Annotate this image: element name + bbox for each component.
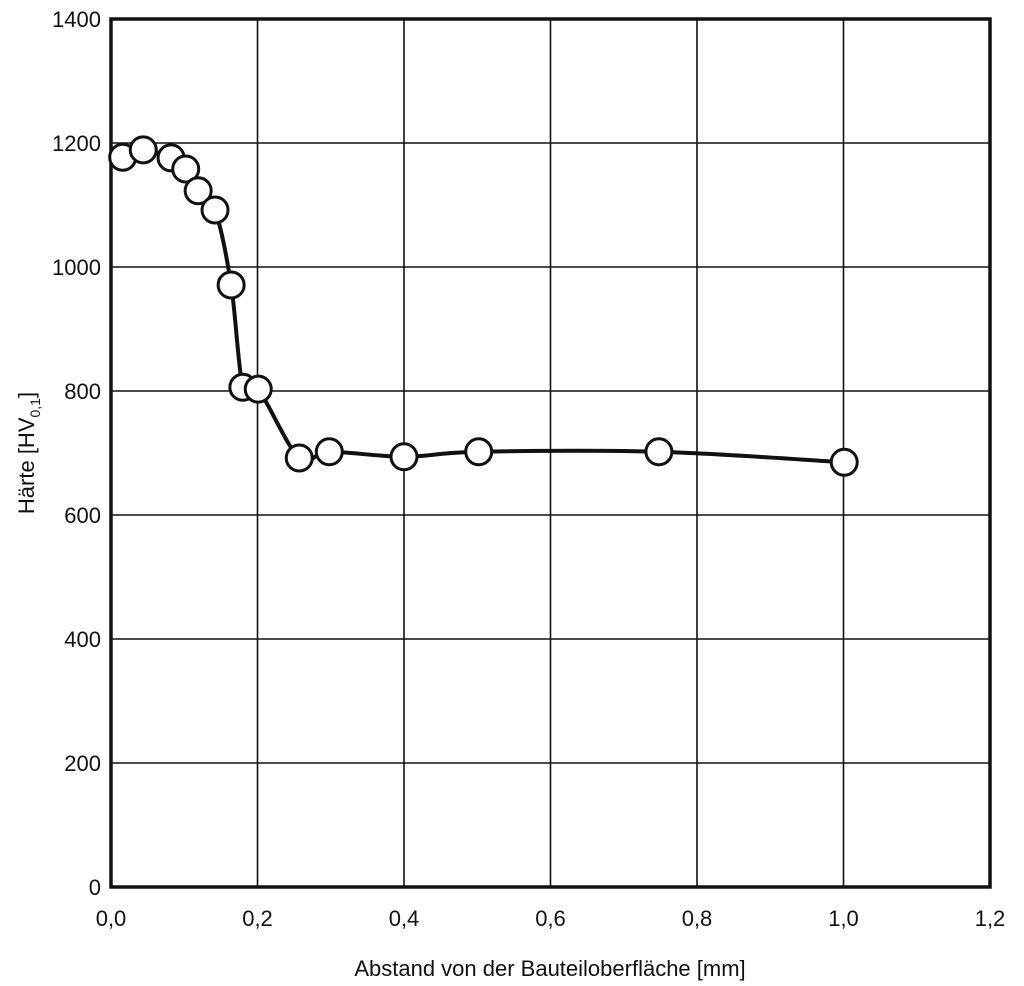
y-axis-label: Härte [HV0,1] — [14, 392, 43, 514]
data-point — [243, 374, 273, 404]
y-tick-label: 800 — [64, 379, 101, 404]
y-tick-label: 1400 — [52, 7, 101, 32]
x-axis-label: Abstand von der Bauteiloberfläche [mm] — [354, 956, 745, 981]
data-point — [829, 447, 859, 477]
data-point — [216, 270, 246, 300]
x-tick-label: 0,8 — [682, 906, 713, 931]
x-tick-label: 1,2 — [975, 906, 1006, 931]
data-point — [183, 176, 213, 206]
data-line — [121, 147, 845, 465]
x-tick-label: 1,0 — [828, 906, 859, 931]
y-tick-label: 1000 — [52, 255, 101, 280]
data-point — [314, 437, 344, 467]
plot-frame — [109, 17, 992, 889]
y-tick-label: 0 — [89, 875, 101, 900]
data-point — [171, 154, 201, 184]
y-axis-label-main: Härte [HV — [14, 417, 39, 514]
x-tick-label: 0,2 — [242, 906, 273, 931]
data-point — [389, 442, 419, 472]
y-tick-label: 600 — [64, 503, 101, 528]
y-tick-label: 400 — [64, 627, 101, 652]
data-point — [200, 195, 230, 225]
y-tick-label: 1200 — [52, 131, 101, 156]
x-tick-label: 0,6 — [535, 906, 566, 931]
data-point — [284, 443, 314, 473]
data-point — [128, 135, 158, 165]
x-tick-label: 0,4 — [389, 906, 420, 931]
data-point — [464, 437, 494, 467]
y-axis-label-end: ] — [14, 392, 39, 398]
y-tick-label: 200 — [64, 751, 101, 776]
data-point — [644, 437, 674, 467]
x-tick-label: 0,0 — [96, 906, 127, 931]
y-axis-label-subscript: 0,1 — [27, 398, 43, 418]
